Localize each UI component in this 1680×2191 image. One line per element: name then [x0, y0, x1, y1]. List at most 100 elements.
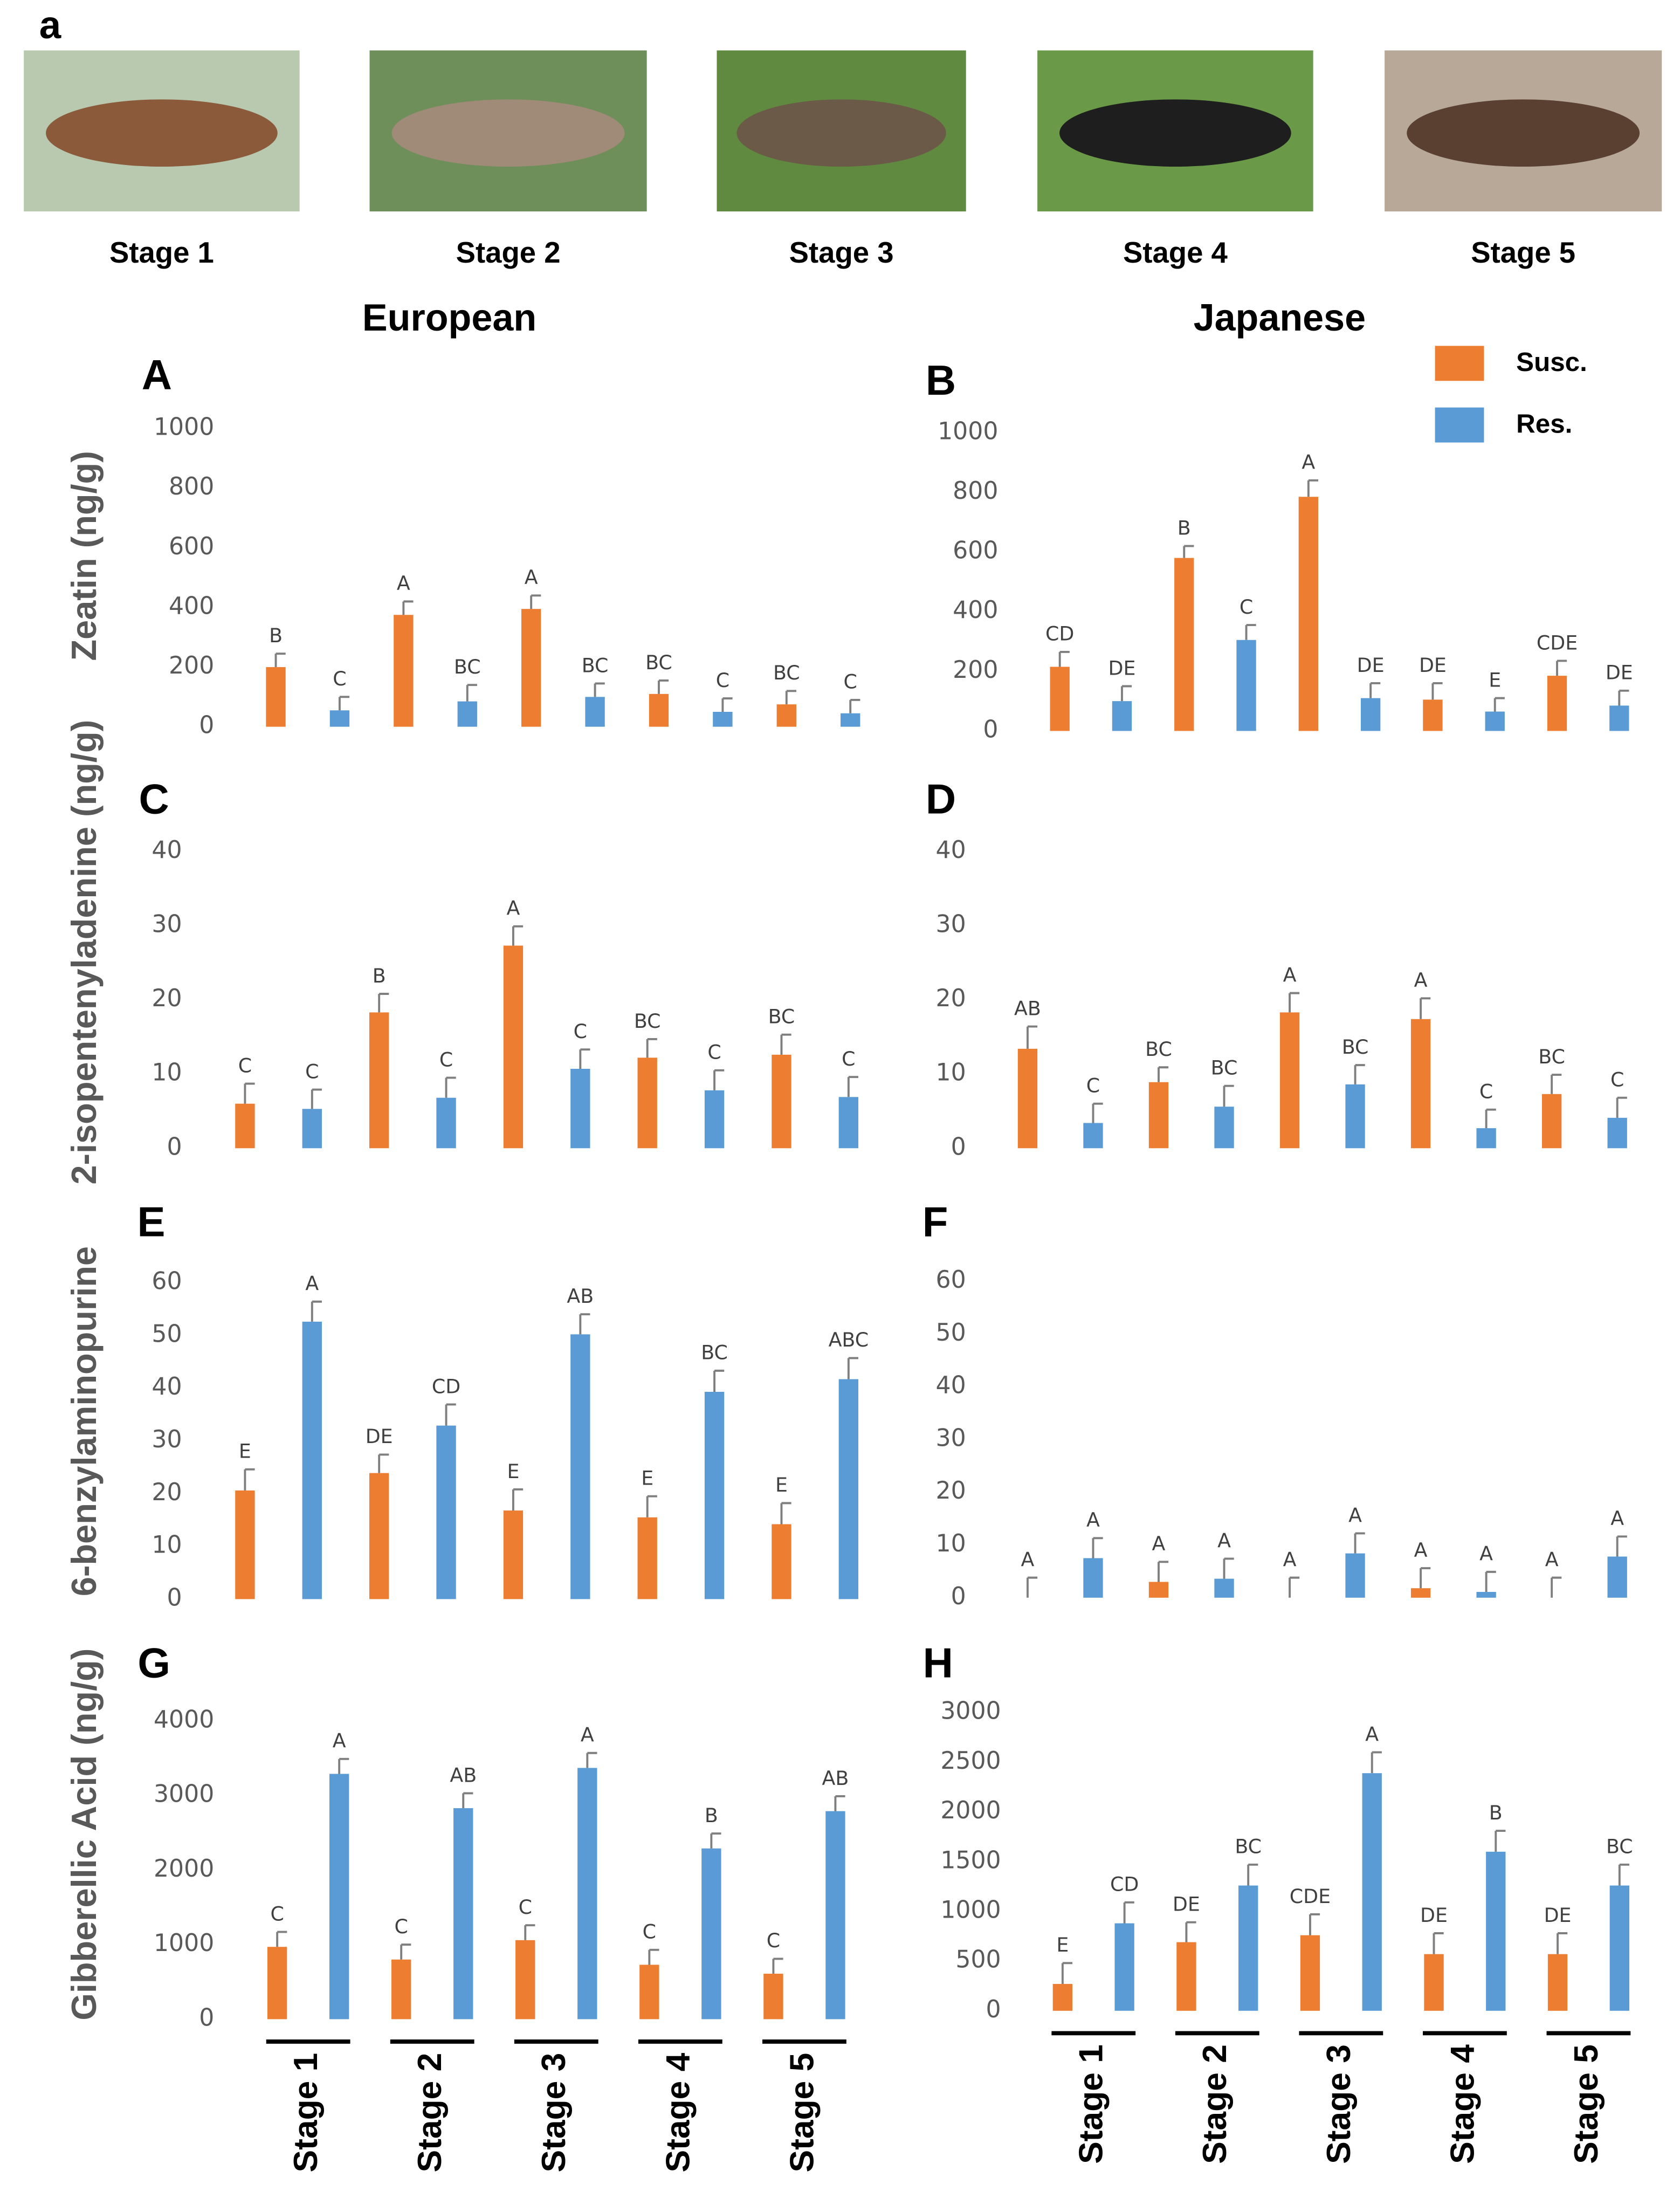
- error-bar: [1247, 1863, 1258, 1886]
- bar: [1017, 1048, 1038, 1149]
- error-bar: [1123, 1901, 1134, 1924]
- error-bar: [1121, 685, 1132, 702]
- error-bar: [710, 1832, 721, 1849]
- column-title: Japanese: [1194, 297, 1366, 339]
- bar: [1410, 1019, 1431, 1149]
- significance-letter: E: [239, 1440, 251, 1463]
- error-bar: [1618, 689, 1629, 706]
- significance-letter: DE: [1173, 1893, 1200, 1916]
- bar: [1050, 667, 1070, 731]
- significance-letter: DE: [1357, 654, 1385, 677]
- significance-letter: C: [270, 1902, 284, 1925]
- stage-caption: Stage 4: [1123, 236, 1228, 269]
- significance-letter: B: [1489, 1801, 1503, 1824]
- x-tick-label: Stage 4: [659, 2052, 697, 2172]
- bar: [302, 1321, 322, 1599]
- error-bar: [1185, 1921, 1196, 1942]
- error-bar: [1420, 997, 1431, 1019]
- error-bar: [834, 1795, 845, 1811]
- legend-swatch: [1435, 407, 1484, 443]
- bar: [1607, 1556, 1627, 1598]
- significance-letter: CDE: [1537, 631, 1578, 654]
- significance-letter: BC: [1211, 1056, 1238, 1080]
- y-tick-label: 200: [169, 652, 214, 679]
- bar: [1485, 711, 1505, 731]
- significance-letter: A: [333, 1729, 346, 1753]
- bar: [1410, 1588, 1431, 1598]
- bar: [1148, 1582, 1169, 1598]
- error-bar: [311, 1088, 322, 1109]
- x-tick-label: Stage 1: [287, 2053, 325, 2173]
- error-bar: [1551, 1074, 1562, 1094]
- y-tick-label: 40: [936, 1372, 966, 1399]
- bar: [1423, 699, 1443, 731]
- error-bar: [1027, 1576, 1038, 1598]
- bar: [772, 1054, 791, 1149]
- x-tick-label: Stage 3: [535, 2053, 573, 2173]
- stage-caption: Stage 5: [1471, 236, 1575, 269]
- error-bar: [1556, 660, 1567, 676]
- error-bar: [1092, 1102, 1103, 1123]
- bar: [570, 1334, 590, 1599]
- significance-letter: A: [1365, 1722, 1379, 1746]
- bar: [1345, 1084, 1365, 1149]
- bar: [841, 713, 860, 727]
- significance-letter: DE: [1606, 661, 1633, 684]
- panel-label: E: [137, 1198, 165, 1246]
- significance-letter: A: [1545, 1548, 1559, 1571]
- y-tick-label: 10: [936, 1530, 966, 1557]
- error-bar: [1557, 1932, 1568, 1954]
- bar: [701, 1848, 721, 2020]
- bar: [639, 1965, 659, 2020]
- canker: [736, 99, 946, 167]
- significance-letter: BC: [1235, 1835, 1262, 1858]
- significance-letter: A: [581, 1723, 594, 1747]
- y-tick-label: 0: [951, 1583, 966, 1610]
- bar: [1083, 1123, 1103, 1149]
- error-bar: [311, 1300, 322, 1322]
- stage-caption: Stage 3: [789, 236, 894, 269]
- y-tick-label: 200: [953, 656, 998, 684]
- y-tick-label: 1000: [940, 1896, 1001, 1924]
- figure-label: a: [39, 3, 61, 47]
- error-bar: [466, 684, 477, 702]
- error-bar: [402, 600, 414, 615]
- error-bar: [530, 594, 541, 609]
- significance-letter: B: [269, 624, 283, 647]
- bar: [1052, 1984, 1073, 2011]
- significance-letter: AB: [567, 1285, 594, 1308]
- error-bar: [1431, 682, 1443, 700]
- significance-letter: BC: [1342, 1035, 1369, 1059]
- y-tick-label: 0: [167, 1133, 182, 1160]
- bar: [1279, 1012, 1300, 1149]
- canker: [391, 99, 625, 167]
- bar: [577, 1768, 597, 2020]
- bar: [1236, 640, 1256, 731]
- error-bar: [512, 1488, 524, 1511]
- error-bar: [648, 1948, 659, 1965]
- error-bar: [713, 1069, 725, 1090]
- bar: [772, 1524, 791, 1599]
- bar: [649, 693, 669, 727]
- y-tick-label: 10: [152, 1531, 182, 1559]
- significance-letter: A: [1348, 1503, 1362, 1527]
- significance-letter: A: [1610, 1507, 1624, 1530]
- bar: [1083, 1558, 1103, 1598]
- stage-caption: Stage 2: [456, 236, 561, 269]
- legend-label: Res.: [1516, 409, 1572, 438]
- error-bar: [1158, 1561, 1169, 1582]
- canker: [46, 99, 278, 167]
- significance-letter: BC: [645, 651, 672, 674]
- y-tick-label: 0: [167, 1584, 182, 1611]
- y-tick-label: 2000: [154, 1855, 214, 1883]
- y-tick-label: 40: [152, 1373, 182, 1400]
- x-tick-label: Stage 2: [411, 2053, 449, 2173]
- panel-label: H: [923, 1639, 953, 1687]
- bar: [1476, 1592, 1496, 1598]
- error-bar: [847, 1076, 859, 1097]
- bar: [1609, 705, 1629, 731]
- significance-letter: A: [397, 572, 410, 595]
- y-tick-label: 600: [953, 537, 998, 565]
- y-tick-label: 1000: [154, 1929, 214, 1957]
- column-title: European: [362, 297, 536, 339]
